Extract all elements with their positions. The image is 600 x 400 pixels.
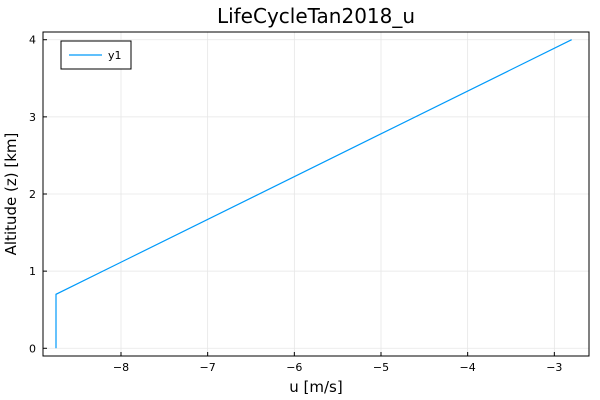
x-axis-label: u [m/s] [289,378,342,396]
x-tick-label: −5 [373,361,389,374]
y-tick-label: 2 [29,188,36,201]
y-axis-label: Altitude (z) [km] [2,133,20,256]
legend-label-y1: y1 [108,49,122,62]
series-group [55,39,572,349]
x-tick-label: −3 [546,361,562,374]
grid [43,32,589,356]
x-tick-label: −6 [286,361,302,374]
x-tick-label: −4 [460,361,476,374]
x-tick-label: −7 [200,361,216,374]
y-tick-label: 3 [29,111,36,124]
x-tick-label: −8 [113,361,129,374]
x-axis-ticks: −8 −7 −6 −5 −4 −3 [113,352,562,374]
legend: y1 [60,40,132,70]
y-tick-label: 4 [29,34,36,47]
y-axis-ticks: 0 1 2 3 4 [29,34,47,355]
series-line-y1 [55,39,572,349]
y-tick-label: 0 [29,342,36,355]
chart-title: LifeCycleTan2018_u [217,4,415,28]
y-tick-label: 1 [29,265,36,278]
